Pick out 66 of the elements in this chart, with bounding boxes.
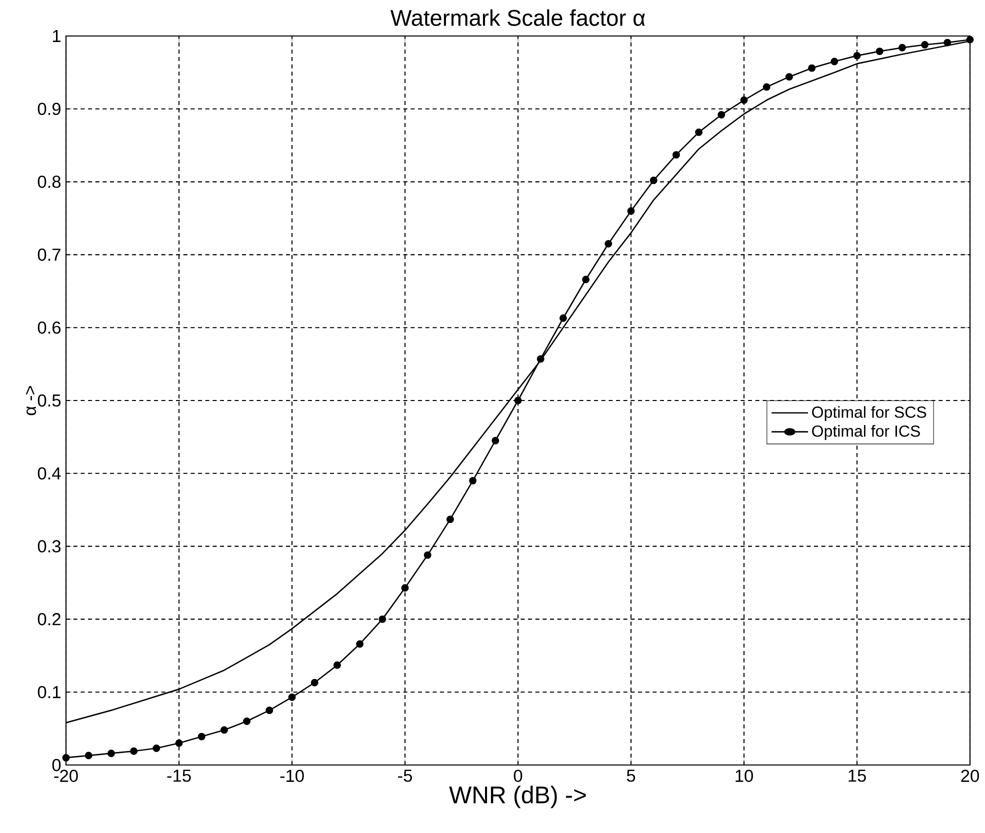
legend-label: Optimal for ICS (812, 425, 920, 440)
point (944, 38, 952, 46)
y-tick-label: 0.5 (38, 394, 61, 407)
chart-title: Watermark Scale factor α (390, 9, 645, 26)
point (536, 355, 544, 363)
y-tick-label: 0.3 (38, 540, 61, 552)
x-axis-title: WNR (dB) -> (449, 786, 586, 808)
point (966, 36, 974, 44)
point (310, 678, 318, 686)
point (672, 151, 680, 159)
point (853, 52, 861, 60)
y-tick-label: 0.4 (38, 467, 61, 480)
point (220, 726, 228, 734)
point (808, 64, 816, 72)
legend-label: Optimal for SCS (812, 406, 926, 422)
y-tick-label: 0.8 (38, 176, 61, 188)
point (695, 128, 703, 136)
point (559, 314, 567, 322)
y-tick-label: 0.9 (38, 102, 60, 116)
point (130, 747, 138, 755)
point (830, 58, 838, 66)
y-tick-label: 0.6 (38, 321, 61, 334)
point (604, 240, 612, 248)
x-tick-label: -10 (280, 770, 304, 782)
point (266, 706, 274, 714)
x-tick-label: -15 (167, 770, 191, 782)
point (650, 176, 658, 184)
point (876, 48, 884, 56)
point (378, 615, 386, 623)
point (198, 732, 206, 740)
point (492, 436, 500, 444)
x-tick-label: 0 (514, 770, 522, 782)
point (469, 476, 477, 484)
x-tick-label: 10 (736, 770, 753, 782)
point (84, 752, 92, 760)
x-tick-label: 5 (626, 770, 636, 782)
point (62, 754, 70, 762)
point (446, 516, 454, 524)
y-tick-label: 0.1 (38, 686, 60, 698)
x-tick-label: 15 (848, 770, 866, 782)
point (175, 739, 183, 747)
point (627, 207, 635, 215)
y-tick-label: 0 (52, 758, 61, 772)
y-tick-label: 1 (52, 30, 60, 42)
point (107, 750, 115, 758)
x-tick-label: -5 (398, 770, 412, 782)
point (718, 110, 726, 118)
x-tick-label: -20 (54, 770, 78, 782)
y-axis-title: α -> (26, 386, 36, 416)
y-tick-label: 0.7 (38, 248, 60, 261)
point (288, 693, 296, 701)
point (785, 73, 793, 81)
point (898, 44, 906, 52)
x-tick-label: 20 (961, 770, 979, 782)
point (333, 661, 341, 669)
point (762, 83, 770, 91)
point (740, 96, 748, 104)
point (921, 41, 929, 48)
point (514, 396, 522, 404)
y-tick-label: 0.2 (38, 613, 60, 626)
point (243, 718, 251, 725)
point (401, 584, 409, 592)
point (582, 276, 590, 284)
point (356, 640, 364, 648)
point (424, 551, 432, 559)
point (152, 744, 160, 752)
